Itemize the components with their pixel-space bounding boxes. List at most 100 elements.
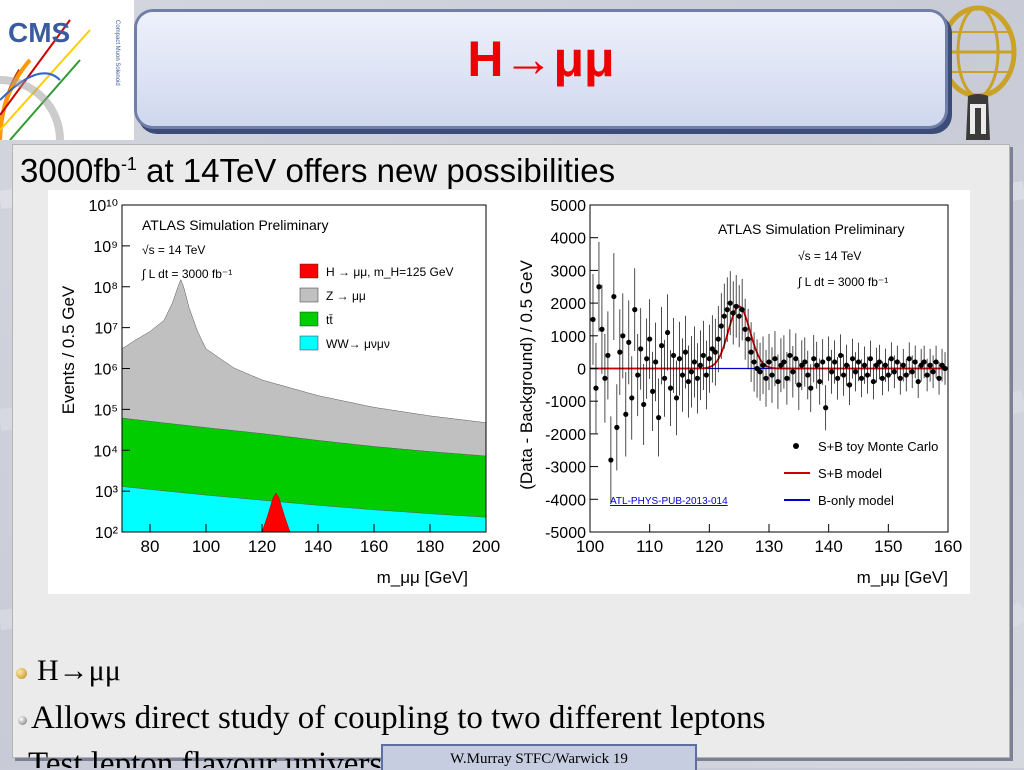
left-xtick-label: 100 [192, 537, 220, 556]
left-legend-label: H → μμ, m_H=125 GeV [326, 265, 454, 279]
left-ylabel: Events / 0.5 GeV [59, 285, 78, 414]
right-data-point [882, 362, 888, 368]
right-data-point [730, 310, 736, 316]
right-xtick-label: 120 [695, 537, 723, 556]
right-xtick-label: 100 [576, 537, 604, 556]
right-data-point [855, 359, 862, 365]
bullet-text: H→μμ [37, 654, 121, 687]
right-data-point [808, 385, 814, 391]
right-data-point [644, 356, 650, 362]
right-data-point [641, 401, 647, 408]
right-data-point [721, 313, 727, 319]
right-data-point [811, 356, 817, 362]
right-annotation: ATL-PHYS-PUB-2013-014 [610, 496, 728, 507]
right-data-point [814, 362, 820, 368]
right-legend-label: B-only model [818, 493, 894, 508]
right-data-point [596, 284, 602, 290]
right-data-point [784, 375, 790, 381]
left-legend-label: tt̄ [326, 313, 333, 327]
right-data-point [769, 372, 775, 378]
right-data-point [706, 356, 712, 362]
right-data-point [688, 369, 695, 375]
right-data-point [846, 382, 853, 388]
right-data-point [611, 293, 617, 300]
right-data-point [760, 362, 766, 368]
right-data-point [614, 424, 620, 430]
right-data-point [820, 359, 826, 365]
bullet-icon [16, 667, 27, 679]
right-data-point [736, 313, 742, 319]
right-data-point [838, 352, 844, 359]
right-legend-label: S+B model [818, 466, 882, 481]
right-data-point [685, 378, 692, 385]
left-ytick-label: 10¹⁰ [88, 198, 118, 215]
right-data-point [653, 359, 659, 365]
headline-superscript: -1 [120, 154, 137, 174]
right-data-point [805, 372, 811, 378]
right-data-point [718, 323, 724, 329]
right-data-point [903, 372, 909, 378]
bullet-item-2: Allows direct study of coupling to two d… [18, 700, 765, 737]
cms-logo-text: CMS [8, 17, 70, 48]
left-xtick-label: 80 [141, 537, 160, 556]
right-xtick-label: 160 [934, 537, 962, 556]
right-data-point [661, 375, 668, 381]
left-energy: √s = 14 TeV [142, 243, 205, 257]
left-ytick-label: 10⁴ [93, 443, 118, 460]
plots-figure: Events / 0.5 GeV m_μμ [GeV] 80 100 120 140 1… [48, 190, 970, 594]
right-data-point [858, 375, 865, 381]
right-ytick-label: -4000 [545, 492, 586, 509]
right-data-point [697, 362, 703, 368]
right-lumi: ∫ L dt = 3000 fb⁻¹ [797, 275, 888, 289]
right-data-point [900, 362, 906, 368]
right-energy: √s = 14 TeV [798, 249, 861, 263]
right-data-point [942, 365, 948, 372]
right-data-point [885, 372, 891, 378]
right-plot: (Data - Background) / 0.5 GeV m_μμ [GeV]… [517, 198, 962, 587]
right-header: ATLAS Simulation Preliminary [718, 221, 904, 237]
right-data-point [638, 346, 644, 352]
right-xtick-label: 140 [814, 537, 842, 556]
right-data-point [793, 356, 799, 362]
right-data-point [796, 382, 802, 388]
right-data-point [748, 349, 754, 355]
atlas-logo [939, 5, 1017, 140]
left-xtick-label: 120 [248, 537, 276, 556]
right-data-point [772, 356, 778, 362]
bullet-text: Allows direct study of coupling to two d… [31, 700, 766, 736]
right-xlabel: m_μμ [GeV] [857, 568, 948, 587]
right-data-point [906, 356, 912, 362]
right-data-point [864, 372, 871, 378]
right-data-point [832, 359, 838, 365]
right-data-point [802, 359, 808, 365]
right-ytick-label: 2000 [550, 296, 586, 313]
left-xlabel: m_μμ [GeV] [377, 568, 468, 587]
right-data-point [781, 359, 787, 365]
right-ytick-label: -2000 [545, 427, 586, 444]
left-series-higgs [261, 492, 291, 533]
right-data-point [930, 369, 936, 375]
right-data-point [650, 388, 656, 394]
right-data-point [635, 372, 641, 378]
left-xtick-label: 140 [304, 537, 332, 556]
right-data-point [835, 375, 841, 381]
bullet-icon [18, 715, 27, 725]
right-data-point [667, 385, 674, 391]
right-legend-marker [793, 443, 799, 449]
right-ytick-label: 3000 [550, 263, 586, 280]
right-data-point [843, 362, 850, 368]
right-data-point [876, 359, 882, 365]
right-data-point [742, 326, 748, 332]
left-xtick-label: 200 [472, 537, 500, 556]
right-xtick-label: 150 [874, 537, 902, 556]
right-data-point [727, 300, 733, 306]
right-data-point [840, 372, 847, 378]
left-ytick-label: 10⁷ [94, 321, 118, 338]
left-legend-swatch [299, 263, 319, 279]
right-data-point [659, 343, 665, 349]
left-xtick-label: 160 [360, 537, 388, 556]
left-legend-label: Z → μμ [326, 289, 366, 303]
plots-svg: Events / 0.5 GeV m_μμ [GeV] 80 100 120 140 1… [59, 198, 962, 587]
right-data-point [870, 378, 877, 385]
slide-title: H→μμ [467, 31, 615, 87]
